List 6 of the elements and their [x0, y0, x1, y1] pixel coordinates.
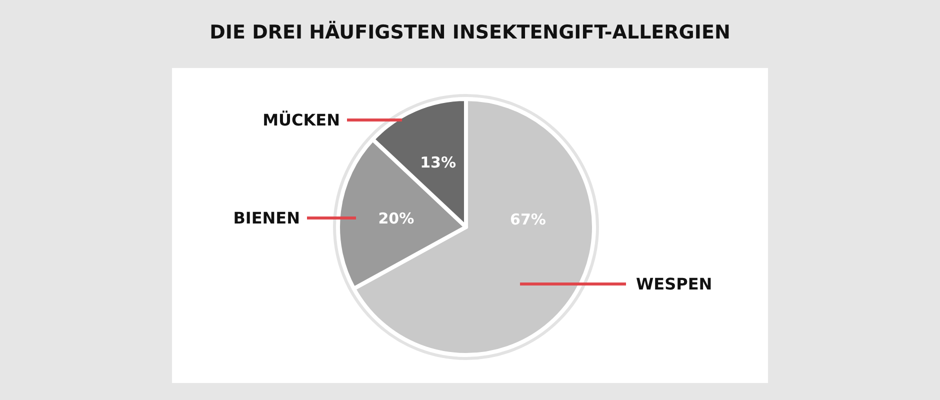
- data-label: 20%: [378, 209, 414, 228]
- data-label: 13%: [420, 154, 456, 172]
- slice-label: WESPEN: [636, 274, 712, 294]
- slice-label: MÜCKEN: [262, 110, 340, 130]
- chart-title: DIE DREI HÄUFIGSTEN INSEKTENGIFT-ALLERGIEN: [210, 20, 730, 44]
- slice-label: BIENEN: [233, 208, 300, 228]
